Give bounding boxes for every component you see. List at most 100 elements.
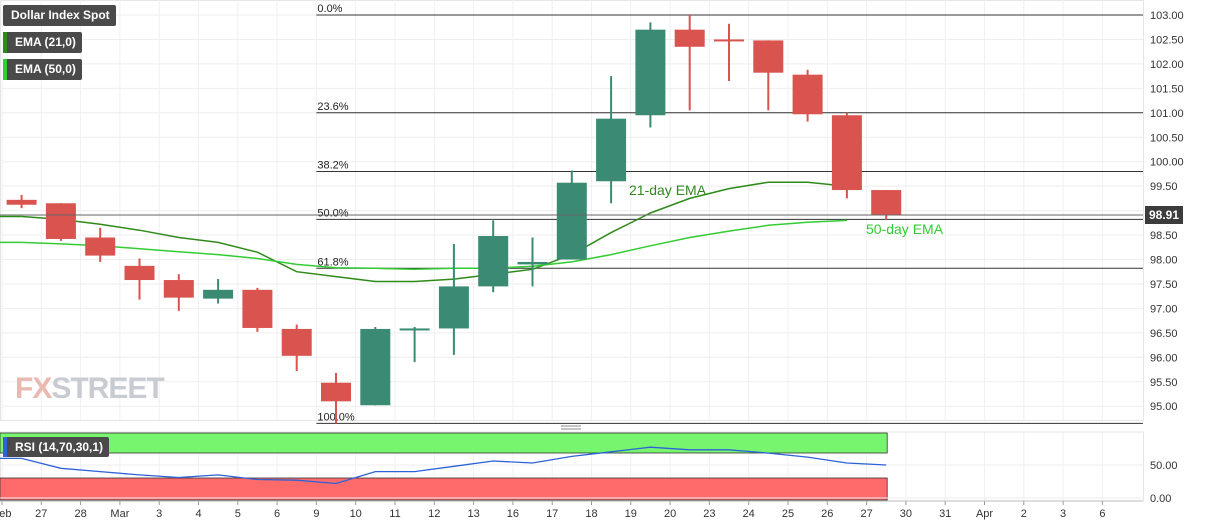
candle-body: [792, 74, 823, 115]
legend-ema50-label: EMA (50,0): [15, 62, 76, 76]
legend-rsi-label: RSI (14,70,30,1): [15, 440, 104, 454]
x-tick-label: 4: [195, 508, 201, 520]
fib-label: 61.8%: [317, 256, 348, 268]
y-tick-label: 101.00: [1150, 108, 1184, 120]
ema21-swatch: [3, 32, 7, 53]
candle-body: [85, 237, 116, 256]
x-tick-label: 31: [939, 508, 951, 520]
fib-label: 23.6%: [317, 101, 348, 113]
x-tick-label: 12: [428, 508, 440, 520]
candle-body: [45, 203, 76, 239]
fibonacci-levels: 0.0%23.6%38.2%50.0%61.8%100.0%: [316, 3, 1143, 424]
date-axis: Feb2728Mar345691011121316171819202324252…: [0, 500, 1143, 520]
x-tick-label: 2: [1021, 508, 1027, 520]
candle-body: [596, 118, 627, 182]
y-tick-label: 97.00: [1150, 303, 1178, 315]
fib-label: 50.0%: [317, 207, 348, 219]
x-tick-label: 11: [389, 508, 400, 520]
y-tick-label: 97.50: [1150, 279, 1178, 291]
ema21-line: [21, 181, 847, 283]
ema50-annotation: 50-day EMA: [866, 221, 944, 237]
annotations: 21-day EMA 50-day EMA: [629, 182, 944, 237]
candle-body: [871, 190, 902, 216]
legend-dollar-index-label: Dollar Index Spot: [11, 8, 110, 22]
y-tick-label: 96.00: [1150, 352, 1178, 364]
candle-body: [163, 280, 194, 298]
candle-body: [281, 328, 312, 356]
x-tick-label: 27: [35, 508, 47, 520]
x-tick-label: 5: [235, 508, 241, 520]
ema50-line: [21, 219, 847, 271]
x-tick-label: 18: [585, 508, 597, 520]
fib-label: 38.2%: [317, 159, 348, 171]
rsi-line: [0, 446, 887, 485]
candlesticks: [0, 15, 1143, 424]
y-tick-label: 103.00: [1150, 10, 1184, 22]
x-tick-label: Feb: [0, 508, 11, 520]
x-tick-label: 27: [860, 508, 872, 520]
legend-ema50[interactable]: EMA (50,0): [3, 59, 82, 80]
candle-body: [478, 236, 509, 287]
candle-body: [674, 29, 705, 47]
candle-body: [6, 199, 37, 205]
candle-body: [438, 286, 469, 329]
x-tick-label: 17: [546, 508, 558, 520]
x-tick-label: 26: [821, 508, 833, 520]
rsi-swatch: [3, 437, 7, 457]
ema21-annotation: 21-day EMA: [629, 182, 707, 198]
candle-body: [360, 328, 391, 406]
rsi-panel: 50.00 0.00: [0, 425, 1178, 505]
y-tick-label: 99.50: [1150, 181, 1178, 193]
y-tick-label: 102.50: [1150, 34, 1184, 46]
legend-ema21[interactable]: EMA (21,0): [3, 32, 82, 53]
y-tick-label: 95.00: [1150, 401, 1178, 413]
y-tick-label: 101.50: [1150, 83, 1184, 95]
x-tick-label: 30: [900, 508, 912, 520]
ema50-swatch: [3, 59, 7, 80]
candle-body: [203, 289, 234, 299]
x-tick-label: 19: [625, 508, 637, 520]
legend-rsi[interactable]: RSI (14,70,30,1): [3, 437, 110, 457]
y-tick-label: 96.50: [1150, 328, 1178, 340]
rsi-y-tick-label: 50.00: [1150, 460, 1178, 472]
last-price-tag: [1145, 206, 1183, 225]
y-tick-label: 100.00: [1150, 157, 1184, 169]
y-tick-label: 98.00: [1150, 255, 1178, 267]
x-tick-label: 20: [664, 508, 676, 520]
candle-body: [124, 265, 155, 281]
last-price-label: 98.91: [1149, 208, 1179, 222]
x-tick-label: 6: [274, 508, 280, 520]
x-tick-label: 28: [74, 508, 86, 520]
legend-dollar-index[interactable]: Dollar Index Spot: [3, 5, 116, 26]
fxstreet-watermark: FXSTREET: [15, 372, 165, 405]
x-tick-label: 16: [507, 508, 519, 520]
fib-label: 0.0%: [317, 3, 342, 15]
price-axis: 95.00 95.50 96.00 96.50 97.00 97.50 98.00 98.50…: [1145, 10, 1184, 413]
candle-body: [399, 328, 430, 331]
rsi-y-tick-label: 0.00: [1150, 493, 1171, 505]
legend-ema21-label: EMA (21,0): [15, 35, 76, 49]
x-tick-label: 23: [703, 508, 715, 520]
x-tick-label: 3: [1060, 508, 1066, 520]
y-tick-label: 95.50: [1150, 377, 1178, 389]
candle-body: [753, 40, 784, 73]
x-tick-label: 10: [350, 508, 362, 520]
x-tick-label: 6: [1099, 508, 1105, 520]
x-tick-label: Mar: [110, 508, 129, 520]
candle-body: [242, 289, 273, 328]
candle-body: [714, 39, 744, 42]
candle-body: [635, 29, 666, 116]
y-tick-label: 98.50: [1150, 230, 1178, 242]
x-tick-label: Apr: [976, 508, 993, 520]
candle-body: [831, 115, 862, 191]
x-tick-label: 13: [467, 508, 479, 520]
candle-body: [517, 261, 548, 265]
candle-body: [556, 182, 587, 260]
candle-body: [321, 382, 351, 402]
ema-lines: [0, 181, 847, 283]
x-tick-label: 9: [313, 508, 319, 520]
y-tick-label: 102.00: [1150, 59, 1184, 71]
y-tick-label: 100.50: [1150, 132, 1184, 144]
rsi-overbought-zone: [0, 432, 888, 454]
